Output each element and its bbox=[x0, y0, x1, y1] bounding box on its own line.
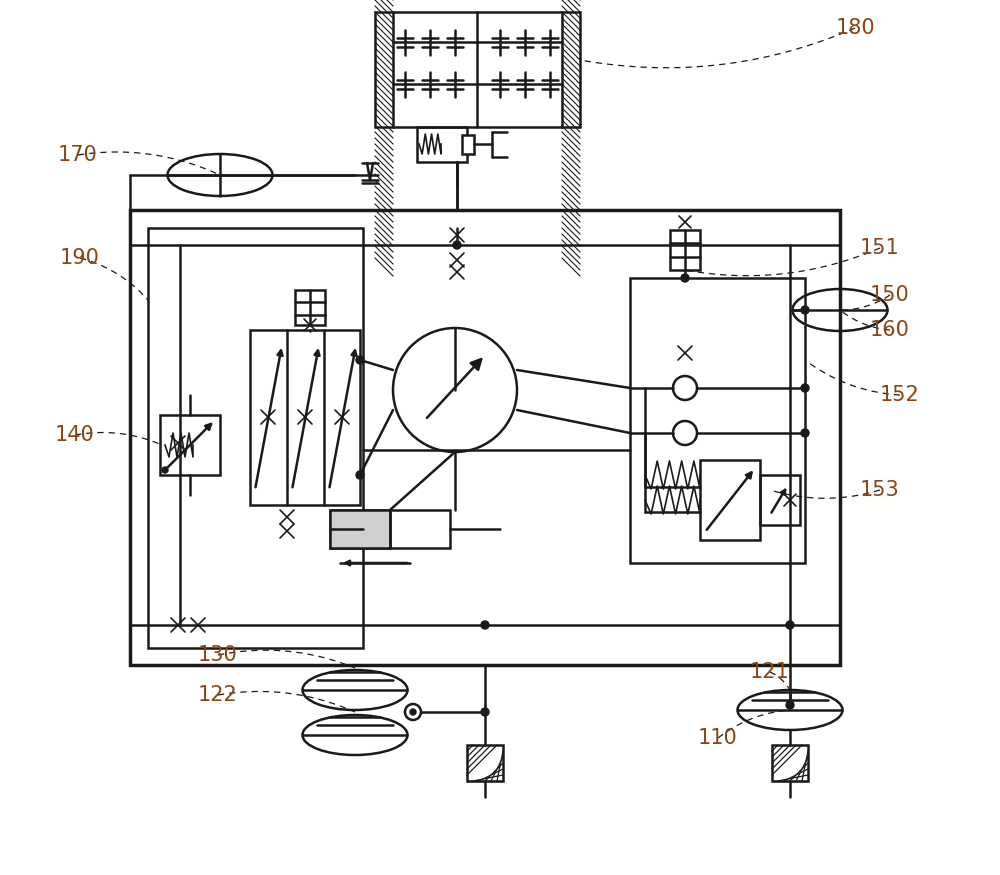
Text: 122: 122 bbox=[198, 685, 238, 705]
Text: 121: 121 bbox=[750, 662, 790, 682]
Circle shape bbox=[162, 467, 168, 473]
Bar bbox=[160, 415, 220, 475]
Bar bbox=[295, 290, 325, 325]
Bar bbox=[772, 745, 808, 781]
Text: 130: 130 bbox=[198, 645, 238, 665]
Text: 180: 180 bbox=[835, 18, 875, 38]
Circle shape bbox=[786, 701, 794, 709]
Circle shape bbox=[356, 356, 364, 364]
Text: 190: 190 bbox=[60, 248, 100, 268]
Bar bbox=[330, 510, 390, 548]
Circle shape bbox=[356, 471, 364, 479]
Circle shape bbox=[801, 306, 809, 314]
Bar bbox=[630, 278, 805, 563]
Circle shape bbox=[801, 384, 809, 392]
Circle shape bbox=[786, 621, 794, 629]
Circle shape bbox=[410, 709, 416, 715]
Circle shape bbox=[801, 429, 809, 437]
Text: 153: 153 bbox=[860, 480, 900, 500]
Text: 152: 152 bbox=[880, 385, 920, 405]
Text: 150: 150 bbox=[870, 285, 910, 305]
Bar bbox=[375, 12, 393, 127]
Text: 110: 110 bbox=[698, 728, 738, 748]
Bar bbox=[562, 12, 580, 127]
Bar bbox=[148, 228, 363, 648]
Bar bbox=[467, 745, 503, 781]
Text: 160: 160 bbox=[870, 320, 910, 340]
Circle shape bbox=[453, 241, 461, 249]
Bar bbox=[130, 210, 840, 665]
Text: 170: 170 bbox=[58, 145, 98, 165]
Bar bbox=[330, 510, 450, 548]
Bar bbox=[670, 230, 700, 270]
Bar bbox=[760, 475, 800, 525]
Bar bbox=[462, 135, 474, 154]
Bar bbox=[250, 330, 360, 505]
Bar bbox=[700, 460, 760, 540]
Circle shape bbox=[681, 274, 689, 282]
Circle shape bbox=[481, 621, 489, 629]
Text: 151: 151 bbox=[860, 238, 900, 258]
Text: 140: 140 bbox=[55, 425, 95, 445]
Circle shape bbox=[481, 708, 489, 716]
Bar bbox=[417, 127, 467, 162]
